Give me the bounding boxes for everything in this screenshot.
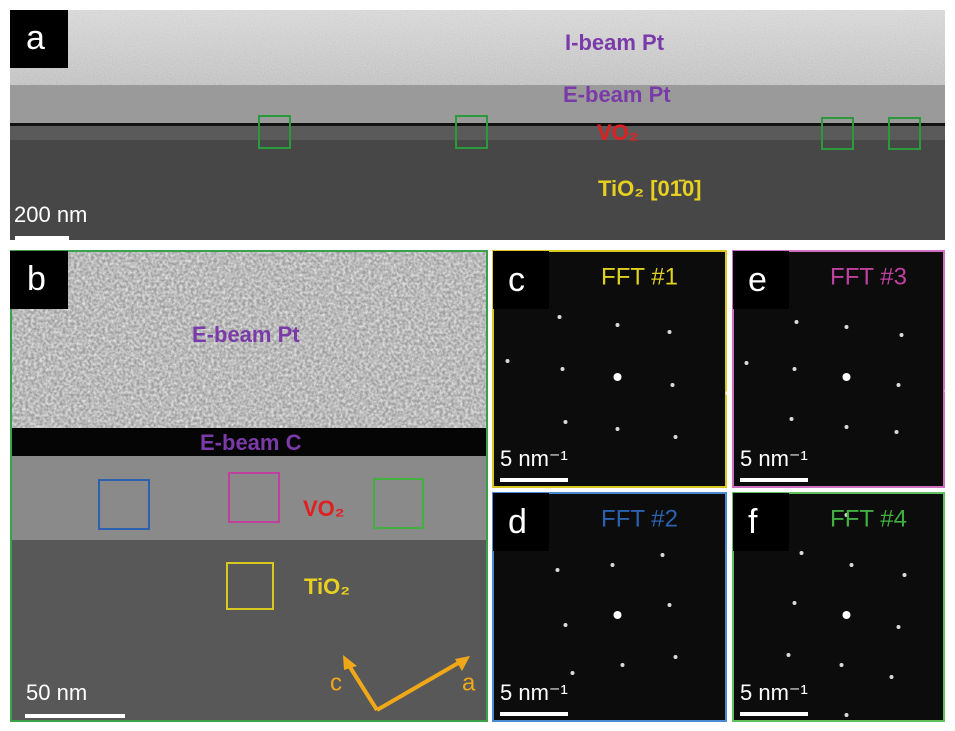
scale-label: 200 nm [14,202,87,227]
fft-spot [840,663,844,667]
scale-label: 5 nm⁻¹ [500,446,568,471]
fft-spot [845,325,849,329]
panel-a: a I-beam Pt E-beam Pt VO₂ TiO₂ [01̄0] 20… [10,10,945,241]
layer-label: TiO₂ [01̄0] [598,176,702,201]
panel-label: a [26,19,45,57]
fft-spot [616,323,620,327]
figure: a I-beam Pt E-beam Pt VO₂ TiO₂ [01̄0] 20… [0,0,955,726]
panel-b: b E-beam Pt E-beam C VO₂ TiO₂ c a 50 nm [10,250,488,722]
fft-spot [790,417,794,421]
tio2-layer [10,140,945,240]
layer-label: E-beam C [200,430,302,455]
panel-label: e [748,261,767,299]
fft-title: FFT #4 [830,505,907,532]
fft-spot [674,655,678,659]
ebeam-layer [10,85,945,123]
layer-label: VO₂ [303,496,345,521]
layer-label: TiO₂ [304,574,350,599]
fft-spot [561,367,565,371]
panel-label: f [748,503,758,541]
fft-spot [843,373,851,381]
fft-spot [671,383,675,387]
fft-spot [674,435,678,439]
layer-label: I-beam Pt [565,30,665,55]
panel-label: c [508,261,525,299]
fft-spot [611,563,615,567]
fft-spot [668,330,672,334]
scale-bar [740,478,808,482]
fft-spot [614,611,622,619]
fft-spot [558,315,562,319]
fft-spot [745,361,749,365]
fft-spot [621,663,625,667]
scale-label: 5 nm⁻¹ [500,680,568,705]
fft-spot [787,653,791,657]
fft-spot [843,611,851,619]
scale-label: 5 nm⁻¹ [740,680,808,705]
axis-label: a [462,669,476,696]
fft-spot [616,427,620,431]
panel-label: b [27,260,46,298]
scale-label: 50 nm [26,680,87,705]
fft-spot [850,563,854,567]
fft-title: FFT #2 [601,505,678,532]
fft-spot [845,425,849,429]
fft-spot [845,713,849,717]
panel-label: d [508,503,527,541]
scale-bar [500,478,568,482]
layer-label: E-beam Pt [192,322,300,347]
fft-spot [897,383,901,387]
axis-label: c [330,669,342,696]
fft-spot [506,359,510,363]
scale-bar [15,236,69,241]
fft-spot [661,553,665,557]
fft-panels: c FFT #1 5 nm⁻¹ e FFT #3 5 nm⁻¹ d FFT #2 5 nm⁻¹ f… [492,250,949,722]
fft-spot [895,430,899,434]
scale-bar [25,714,125,718]
vo2-layer [10,126,945,140]
fft-spot [564,420,568,424]
fft-spot [556,568,560,572]
scale-bar [500,712,568,716]
ibeam-texture [10,10,945,85]
fft-spot [793,601,797,605]
label-box [733,493,789,551]
scale-bar [740,712,808,716]
page: a I-beam Pt E-beam Pt VO₂ TiO₂ [01̄0] 20… [0,0,955,731]
fft-spot [795,320,799,324]
fft-spot [614,373,622,381]
fft-spot [897,625,901,629]
fft-spot [800,551,804,555]
fft-spot [726,391,730,395]
fft-spot [571,671,575,675]
fft-title: FFT #3 [830,263,907,290]
layer-label: VO₂ [597,120,639,145]
fft-spot [890,675,894,679]
layer-label: E-beam Pt [563,82,671,107]
fft-title: FFT #1 [601,263,678,290]
fft-spot [668,603,672,607]
fft-spot [903,573,907,577]
interface-line [10,123,945,126]
fft-spot [900,333,904,337]
fft-spot [564,623,568,627]
scale-label: 5 nm⁻¹ [740,446,808,471]
fft-spot [793,367,797,371]
fft-spot [945,389,949,393]
